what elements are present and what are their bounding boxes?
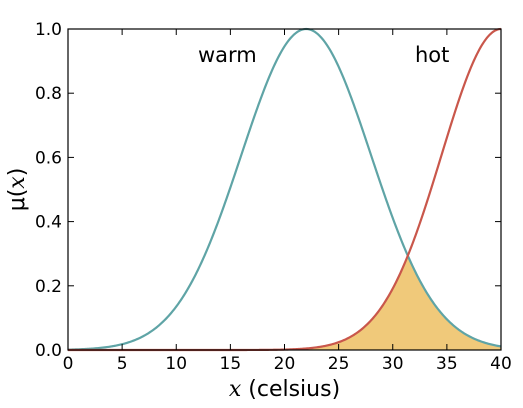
x-axis-label: x (celsius) bbox=[229, 377, 340, 402]
x-tick-label: 5 bbox=[117, 354, 128, 374]
hot-label: hot bbox=[415, 43, 449, 67]
tick-labels: 0 5 10 15 20 25 30 35 40 0.0 0.2 0.4 0.6 0.8 1.0 bbox=[35, 20, 512, 374]
axis-ticks bbox=[67, 28, 502, 351]
y-axis-label: μ(x) bbox=[5, 168, 30, 212]
x-tick-label: 30 bbox=[382, 354, 404, 374]
y-tick-label: 0.8 bbox=[35, 84, 62, 104]
warm-label: warm bbox=[198, 43, 257, 67]
y-tick-label: 0.0 bbox=[35, 341, 62, 361]
plot-area bbox=[67, 27, 502, 352]
warm-curve bbox=[67, 27, 502, 351]
x-tick-label: 25 bbox=[328, 354, 350, 374]
y-tick-label: 0.4 bbox=[35, 213, 62, 233]
x-tick-label: 35 bbox=[436, 354, 458, 374]
hot-curve bbox=[68, 27, 502, 352]
y-tick-label: 1.0 bbox=[35, 20, 62, 40]
x-tick-label: 20 bbox=[274, 354, 296, 374]
y-tick-label: 0.6 bbox=[35, 148, 62, 168]
x-tick-label: 15 bbox=[220, 354, 242, 374]
x-tick-label: 10 bbox=[165, 354, 187, 374]
x-tick-label: 0 bbox=[63, 354, 74, 374]
y-tick-label: 0.2 bbox=[35, 277, 62, 297]
x-tick-label: 40 bbox=[490, 354, 512, 374]
intersection-fill bbox=[68, 255, 501, 350]
plot-frame bbox=[67, 28, 502, 351]
